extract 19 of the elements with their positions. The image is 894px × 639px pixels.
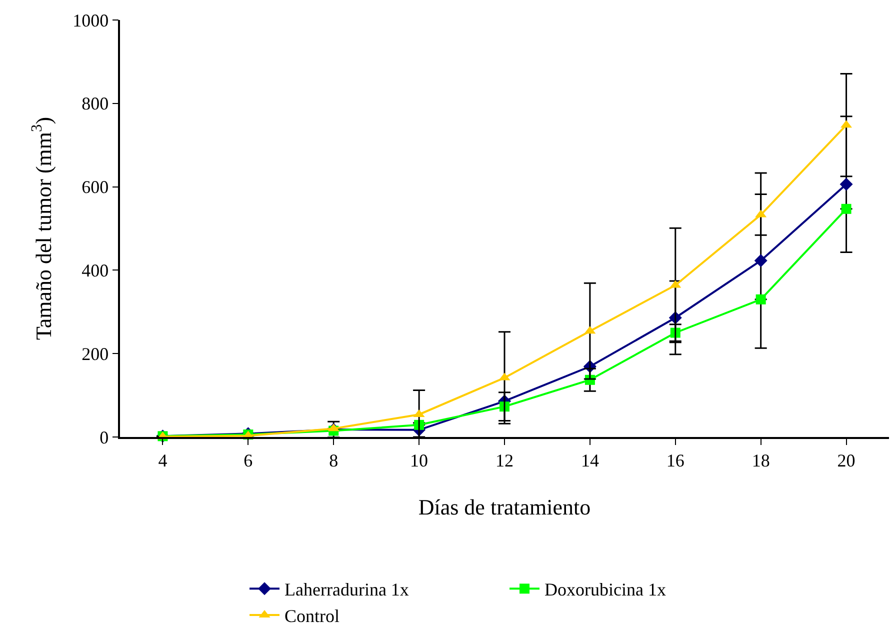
x-tick-label: 10	[410, 450, 428, 470]
y-tick-label: 600	[82, 177, 109, 198]
y-tick-label: 1000	[72, 10, 109, 30]
x-axis-title: Días de tratamiento	[418, 494, 591, 520]
legend-label: Doxorubicina 1x	[544, 580, 666, 600]
y-tick-label: 200	[82, 344, 109, 364]
x-tick-label: 18	[752, 450, 770, 470]
x-tick-label: 4	[158, 450, 168, 470]
x-tick-label: 6	[244, 450, 253, 470]
y-tick-label: 800	[82, 94, 109, 114]
x-tick-label: 8	[329, 450, 338, 470]
y-tick-label: 400	[82, 260, 109, 280]
x-tick-label: 16	[666, 450, 684, 470]
x-tick-label: 12	[496, 450, 514, 470]
x-tick-label: 14	[580, 450, 599, 470]
legend-label: Laherradurina 1x	[284, 580, 409, 600]
legend-label: Control	[284, 606, 340, 626]
x-tick-label: 20	[837, 450, 856, 470]
y-tick-label: 0	[100, 427, 109, 448]
